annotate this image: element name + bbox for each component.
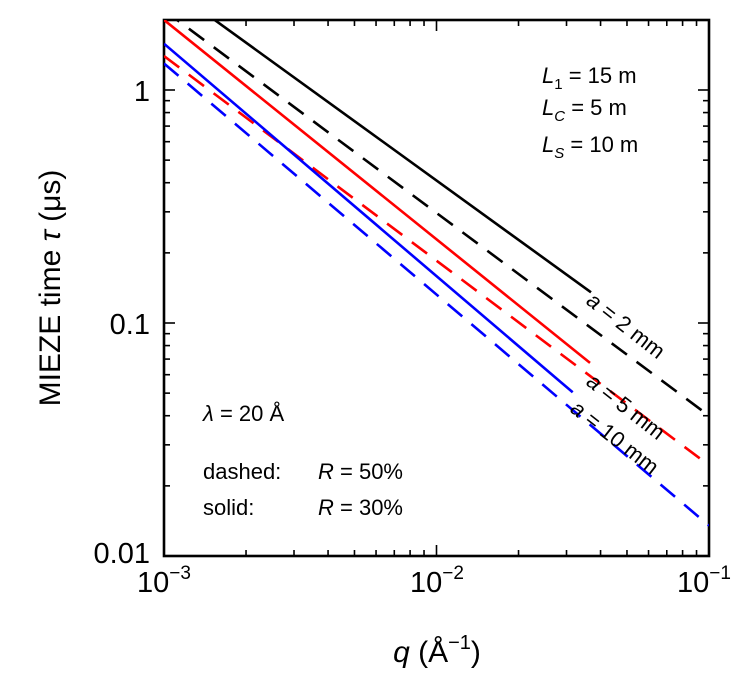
y-tick-label: 1	[134, 76, 150, 108]
x-tick-label: 10−3	[137, 563, 191, 599]
y-axis-label: MIEZE time τ (μs)	[34, 170, 67, 407]
param-LS: LS = 10 m	[542, 132, 638, 162]
param-L1: L1 = 15 m	[542, 63, 637, 93]
series-line-solid-2	[164, 20, 590, 363]
series-line-solid-0	[164, 0, 591, 292]
x-tick-label: 10−1	[677, 563, 731, 599]
param-LC: LC = 5 m	[542, 95, 627, 125]
legend-solid: solid: R = 30%	[203, 495, 403, 520]
y-tick-label: 0.1	[110, 309, 150, 341]
y-tick-label: 0.01	[94, 538, 150, 570]
series-label-2mm: a = 2 mm	[582, 287, 670, 364]
legend-dashed: dashed: R = 50%	[203, 459, 403, 484]
wavelength-label: λ = 20 Å	[202, 401, 284, 426]
x-tick-label: 10−2	[410, 563, 464, 599]
x-axis-label: q (Å−1)	[393, 632, 481, 669]
series-line-solid-4	[164, 44, 573, 393]
chart: 0.01 0.1 1 10−3 10−2 10−1 q (Å−1) MIEZE …	[0, 0, 746, 678]
